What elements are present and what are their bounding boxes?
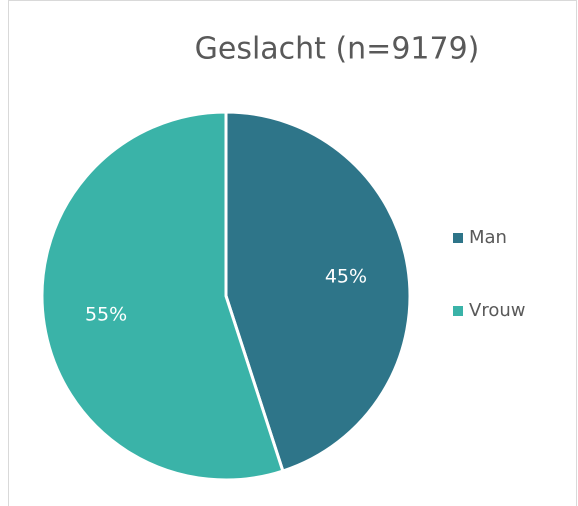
data-label: 45% bbox=[325, 266, 367, 288]
legend-swatch bbox=[453, 233, 463, 243]
legend-label: Vrouw bbox=[469, 300, 525, 321]
legend-label: Man bbox=[469, 227, 507, 248]
chart-title: Geslacht (n=9179) bbox=[195, 32, 480, 67]
data-label: 55% bbox=[85, 303, 127, 325]
pie-slice bbox=[40, 110, 285, 482]
pie-slice bbox=[224, 110, 412, 473]
legend-swatch bbox=[453, 306, 463, 316]
